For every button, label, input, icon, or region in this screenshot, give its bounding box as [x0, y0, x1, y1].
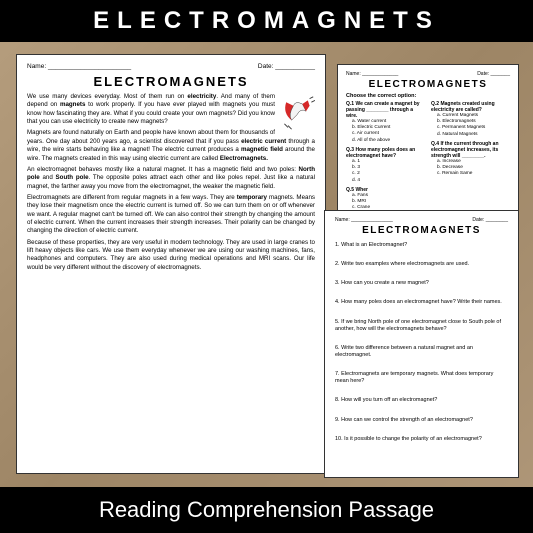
question-item: 10. Is it possible to change the polarit…: [335, 436, 508, 443]
para-2: Magnets are found naturally on Earth and…: [27, 129, 315, 162]
question-item: 7. Electromagnets are temporary magnets.…: [335, 371, 508, 385]
q-name-field: Name: _______________: [335, 217, 393, 223]
questions-title: ELECTROMAGNETS: [335, 225, 508, 236]
quiz-right-col: Q.2 Magnets created using electricity ar…: [431, 101, 510, 221]
question-item: 3. How can you create a new magnet?: [335, 280, 508, 287]
quiz-question: Q.1 We can create a magnet by passing __…: [346, 101, 425, 144]
magnet-icon: [279, 95, 315, 131]
question-item: 5. If we bring North pole of one electro…: [335, 319, 508, 333]
header-title: ELECTROMAGNETS: [93, 7, 440, 35]
quiz-title: ELECTROMAGNETS: [346, 79, 510, 90]
main-passage-sheet: Name: _______________________ Date: ____…: [16, 54, 326, 474]
question-item: 4. How many poles does an electromagnet …: [335, 299, 508, 306]
quiz-instruction: Choose the correct option:: [346, 93, 510, 99]
quiz-question: Q.2 Magnets created using electricity ar…: [431, 101, 510, 138]
footer-bar: Reading Comprehension Passage: [0, 487, 533, 533]
para-1: We use many devices everyday. Most of th…: [27, 93, 315, 126]
question-item: 1. What is an Electromagnet?: [335, 242, 508, 249]
q-date-field: Date: ________: [472, 217, 508, 223]
quiz-question: Q.3 How many poles does an electromagnet…: [346, 147, 425, 184]
question-item: 9. How can we control the strength of an…: [335, 417, 508, 424]
date-field: Date: ___________: [258, 63, 315, 70]
question-item: 2. Write two examples where electromagne…: [335, 261, 508, 268]
quiz-date-field: Date: _______: [477, 71, 510, 77]
passage-body: We use many devices everyday. Most of th…: [27, 93, 315, 272]
q-name-date: Name: _______________ Date: ________: [335, 217, 508, 223]
quiz-name-date: Name: _____________ Date: _______: [346, 71, 510, 77]
para-5: Because of these properties, they are ve…: [27, 239, 315, 272]
name-date-row: Name: _______________________ Date: ____…: [27, 63, 315, 70]
para-3: An electromagnet behaves mostly like a n…: [27, 166, 315, 191]
quiz-question: Q.4 If the current through an electromag…: [431, 141, 510, 178]
name-field: Name: _______________________: [27, 63, 131, 70]
para-4: Electromagnets are different from regula…: [27, 194, 315, 236]
passage-title: ELECTROMAGNETS: [27, 74, 315, 89]
quiz-name-field: Name: _____________: [346, 71, 398, 77]
question-item: 6. Write two difference between a natura…: [335, 345, 508, 359]
question-item: 8. How will you turn off an electromagne…: [335, 397, 508, 404]
questions-sheet: Name: _______________ Date: ________ ELE…: [324, 210, 519, 478]
header-bar: ELECTROMAGNETS: [0, 0, 533, 42]
quiz-grid: Q.1 We can create a magnet by passing __…: [346, 101, 510, 221]
quiz-left-col: Q.1 We can create a magnet by passing __…: [346, 101, 425, 221]
footer-title: Reading Comprehension Passage: [99, 497, 434, 523]
questions-list: 1. What is an Electromagnet? 2. Write two…: [335, 242, 508, 443]
